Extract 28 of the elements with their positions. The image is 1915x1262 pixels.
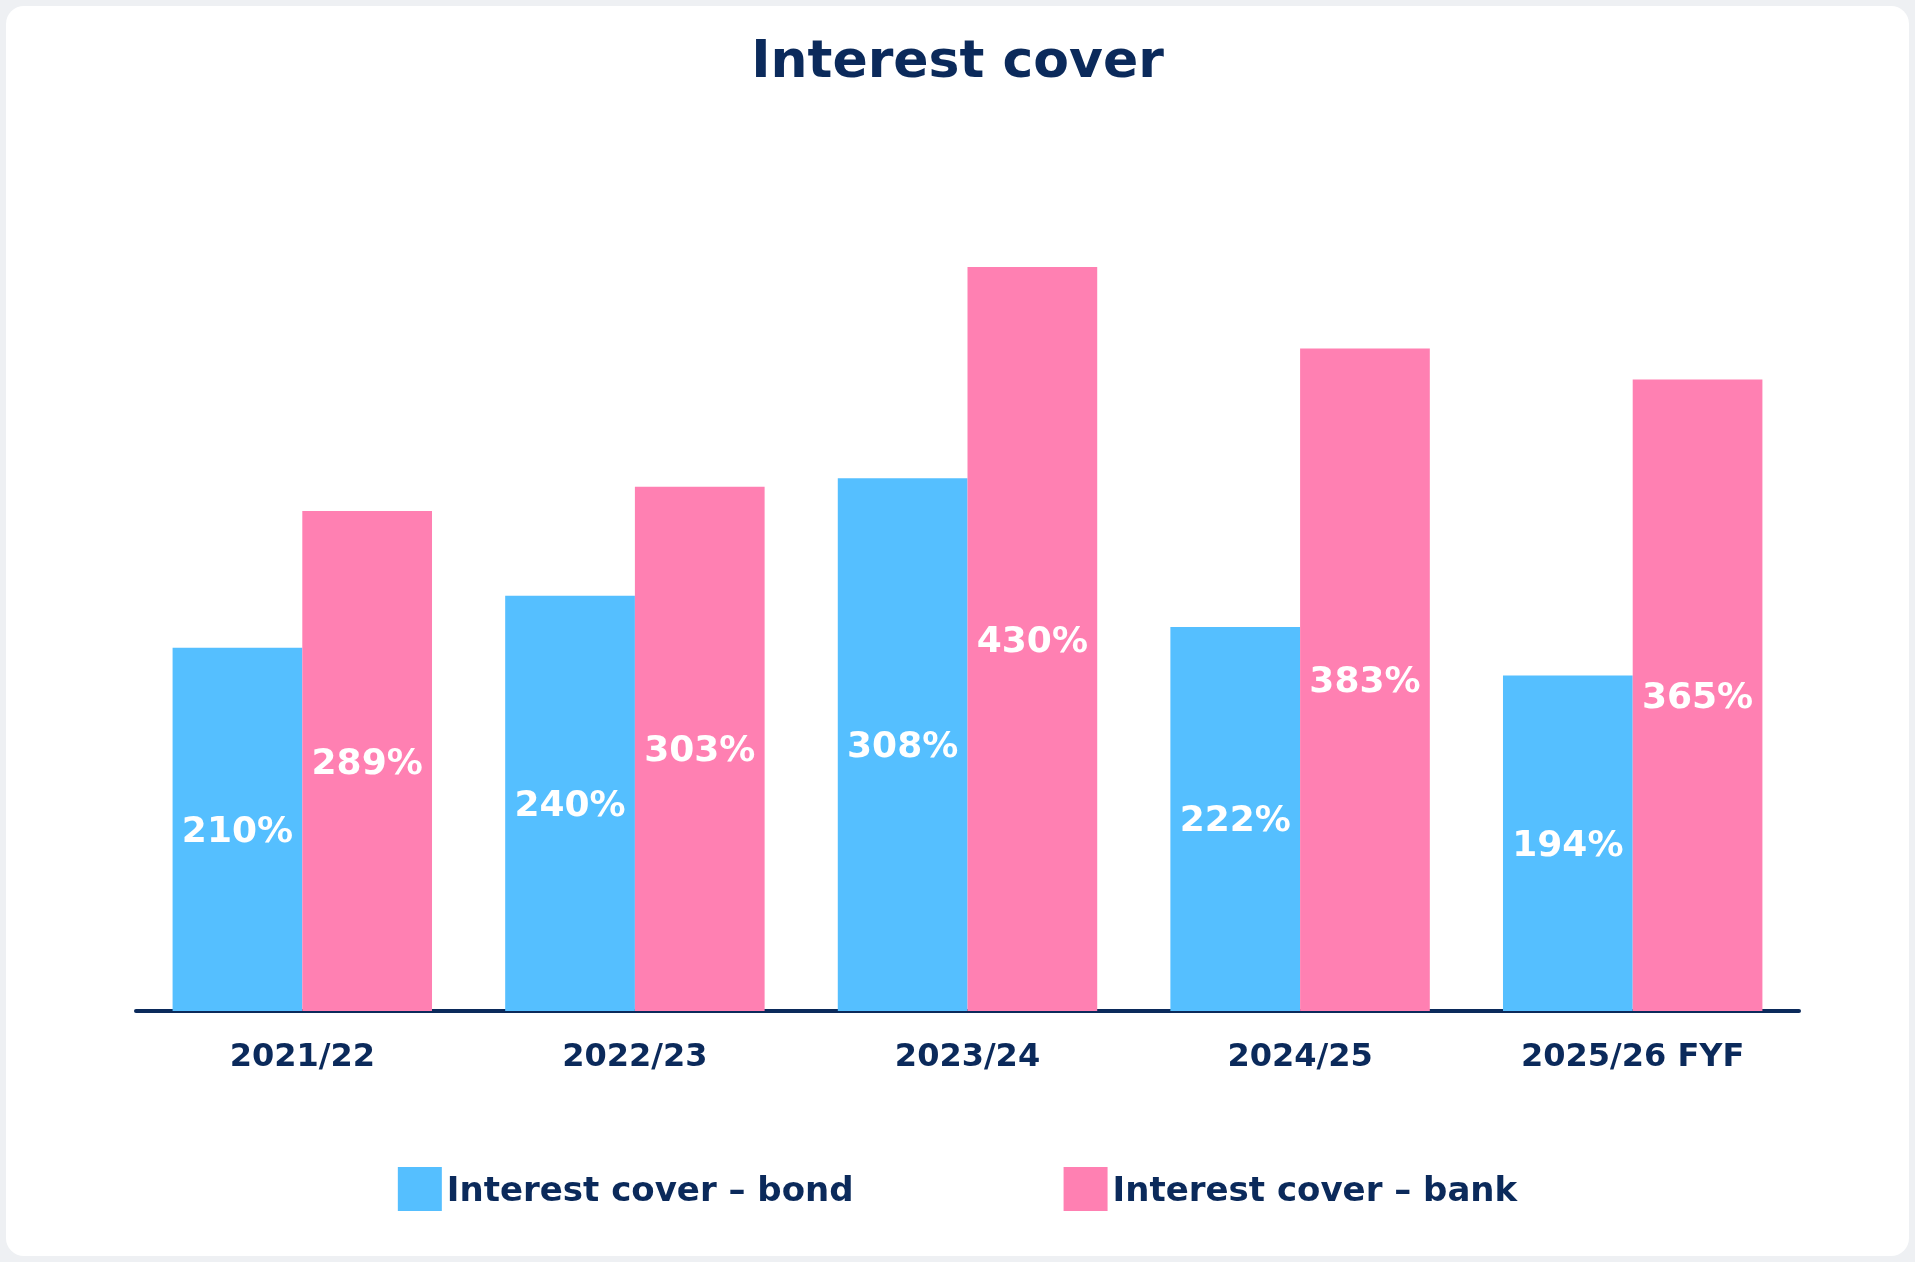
legend-label: Interest cover – bond [446, 1169, 854, 1209]
data-label: 240% [514, 782, 626, 824]
data-label: 222% [1179, 798, 1291, 840]
bar [1170, 626, 1301, 1011]
data-label: 210% [181, 808, 294, 850]
bar [837, 478, 968, 1011]
x-tick-label: 2024/25 [1227, 1036, 1373, 1074]
bar [1632, 379, 1763, 1011]
x-tick-label: 2023/24 [894, 1036, 1041, 1074]
bar [1502, 675, 1633, 1011]
data-label: 303% [644, 728, 756, 770]
x-tick-label: 2022/23 [562, 1036, 708, 1074]
x-tick-label: 2025/26 FYF [1521, 1036, 1745, 1074]
data-label: 365% [1641, 674, 1754, 716]
bar [302, 511, 433, 1011]
bar [172, 647, 303, 1011]
legend-label: Interest cover – bank [1112, 1169, 1519, 1209]
data-label: 289% [311, 740, 423, 782]
data-label: 383% [1309, 659, 1421, 701]
data-label: 308% [847, 724, 959, 766]
chart-title: Interest cover [751, 29, 1165, 89]
data-label: 430% [976, 618, 1088, 660]
bar [505, 595, 635, 1011]
x-tick-label: 2021/22 [229, 1036, 375, 1074]
bar [634, 486, 765, 1011]
data-label: 194% [1512, 822, 1624, 864]
bar [967, 267, 1098, 1011]
bar [1300, 348, 1430, 1011]
